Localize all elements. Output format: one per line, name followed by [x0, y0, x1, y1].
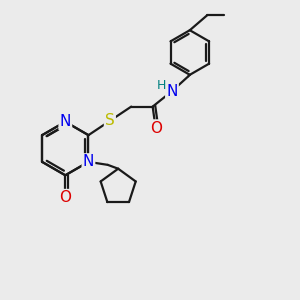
Text: N: N	[166, 84, 178, 99]
Text: O: O	[150, 121, 162, 136]
Text: O: O	[59, 190, 71, 205]
Text: N: N	[60, 114, 71, 129]
Text: H: H	[157, 79, 166, 92]
Text: N: N	[83, 154, 94, 169]
Text: S: S	[105, 113, 115, 128]
